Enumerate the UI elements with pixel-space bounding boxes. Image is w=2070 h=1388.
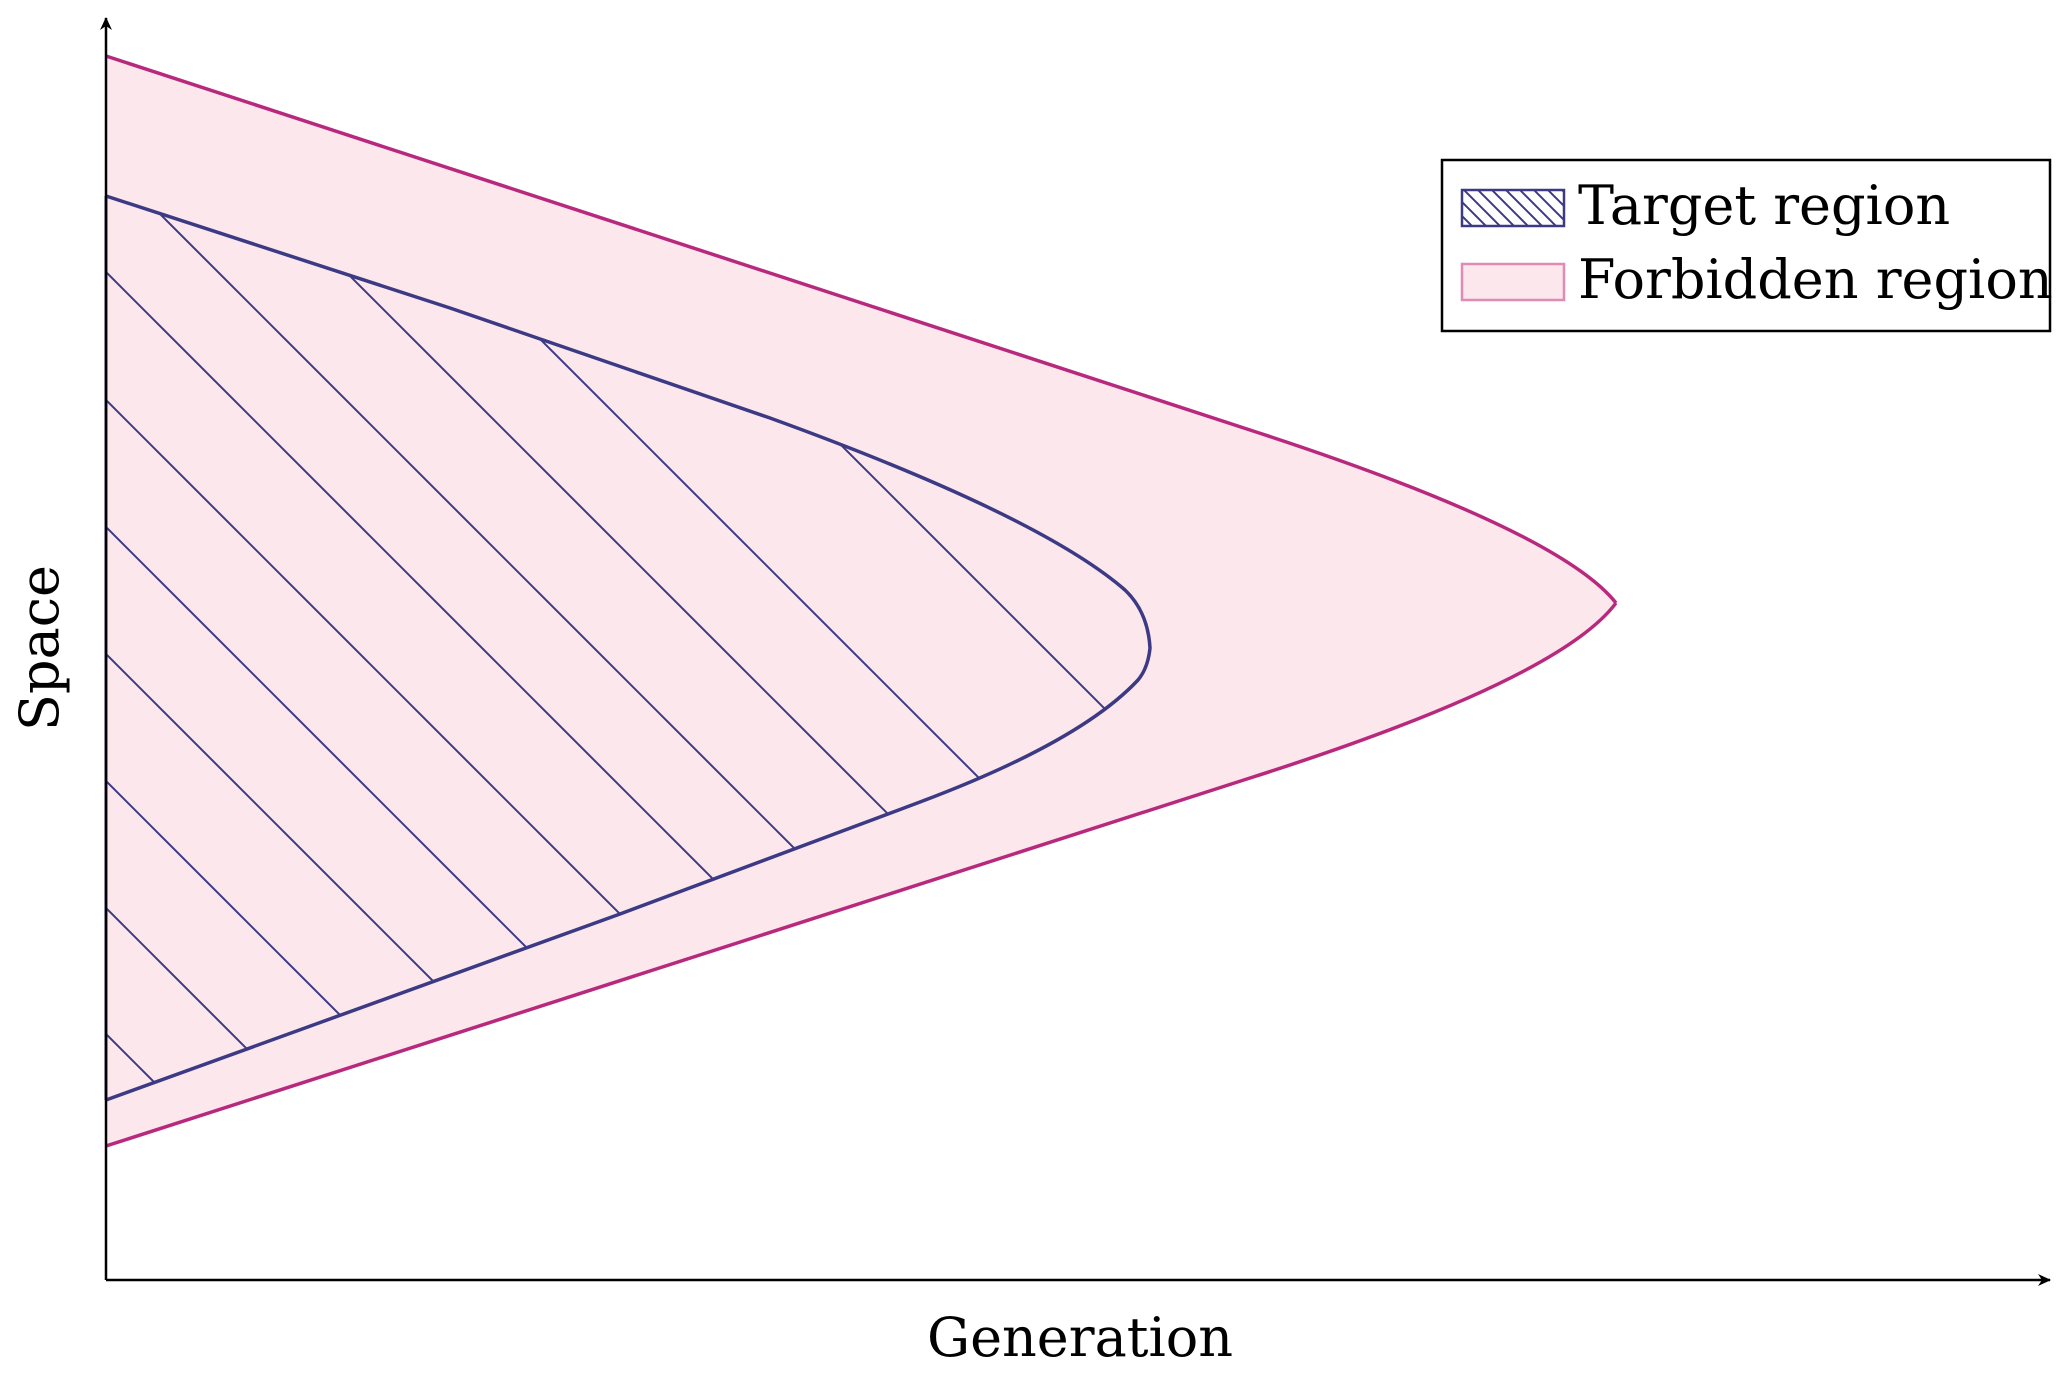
- y-axis-label: Space: [8, 565, 71, 731]
- target-region-boundary: [105, 194, 1152, 1102]
- forbidden-region-upper-boundary: [105, 54, 1618, 605]
- legend: Target region Forbidden region: [1440, 158, 2053, 333]
- legend-item-forbidden-region: Forbidden region: [1578, 248, 2053, 311]
- legend-box: [1440, 158, 2052, 333]
- forbidden-region-lower-boundary: [105, 601, 1618, 1148]
- forbidden-region: [106, 56, 1616, 1146]
- x-axis-label: Generation: [927, 1306, 1233, 1369]
- legend-item-target-region: Target region: [1578, 174, 1950, 237]
- target-region-swatch: [1460, 188, 1566, 228]
- forbidden-region-swatch: [1460, 262, 1566, 302]
